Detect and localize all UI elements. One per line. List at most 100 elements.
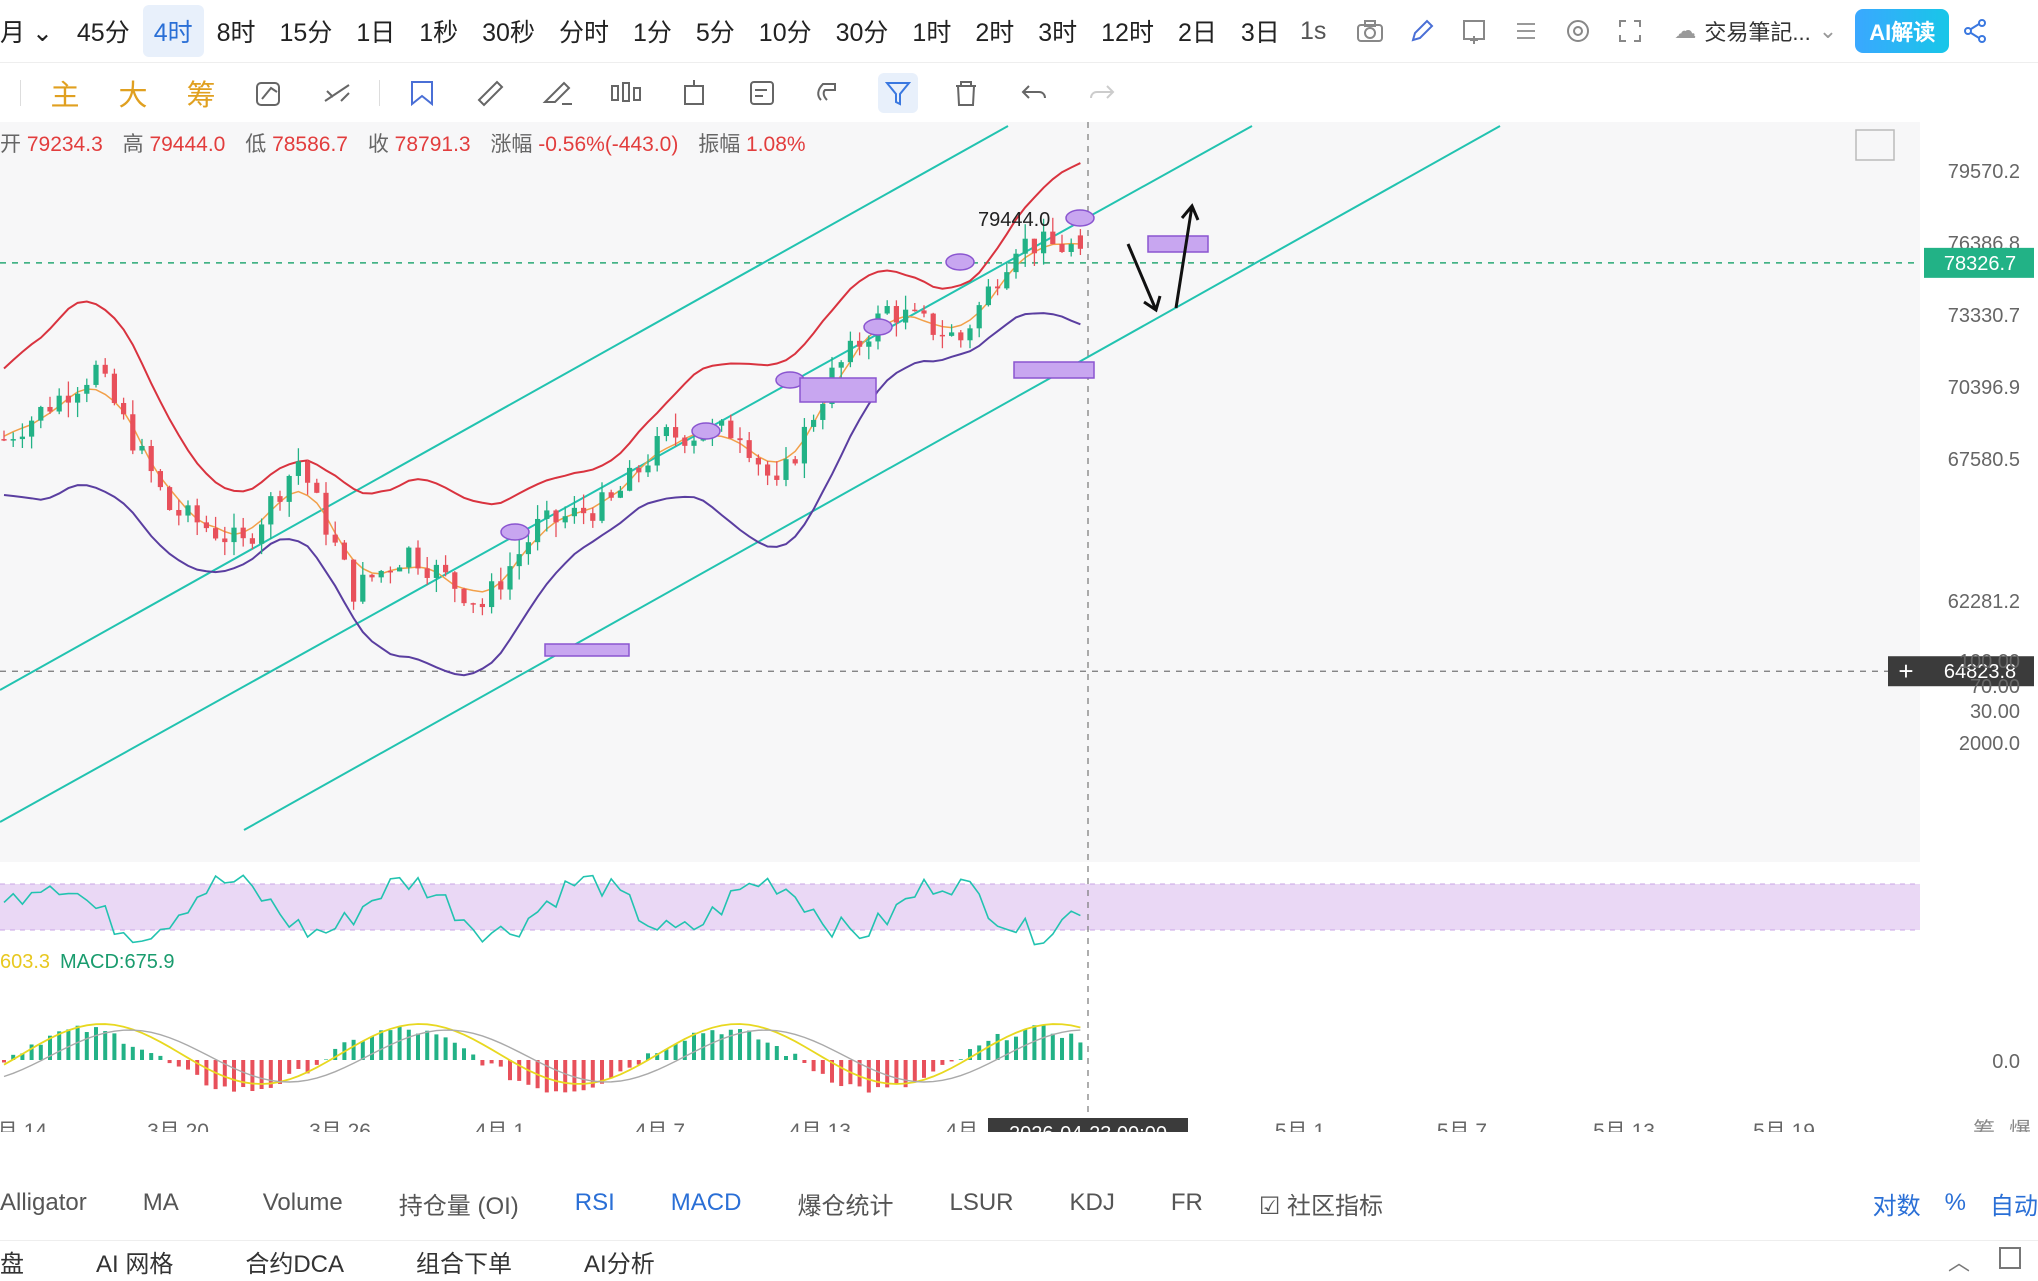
indicator-tab-3[interactable]: 持仓量 (OI) <box>398 1192 519 1220</box>
candle-body <box>360 574 366 602</box>
indicator-tab-9[interactable]: FR <box>1170 1189 1203 1216</box>
timeframe-14[interactable]: 2时 <box>975 19 1015 47</box>
candle-body <box>397 567 403 572</box>
scale-option-2[interactable]: 自动 <box>1990 1192 2038 1220</box>
timeframe-15[interactable]: 3时 <box>1038 19 1078 47</box>
x-axis-label: 4月 <box>946 1120 979 1132</box>
timeframe-4[interactable]: 15分 <box>279 19 333 47</box>
timeframe-8[interactable]: 分时 <box>558 19 609 47</box>
candle-body <box>489 581 495 608</box>
ai-interpret-button[interactable]: AI解读 <box>1855 9 1950 53</box>
note-icon[interactable] <box>742 73 782 113</box>
indicator-tab-4[interactable]: RSI <box>574 1189 615 1216</box>
candle-pattern-icon[interactable] <box>606 73 646 113</box>
position-icon[interactable] <box>674 73 714 113</box>
candle-body <box>38 406 44 421</box>
undo-icon[interactable] <box>1014 73 1054 113</box>
axis-side-icon: 爆 <box>2009 1119 2031 1132</box>
add-window-icon[interactable] <box>1456 13 1492 49</box>
bottom-tab-4[interactable]: AI分析 <box>584 1250 655 1278</box>
bottom-tab-list: 盘 AI 网格 合约DCA 组合下单 AI分析 <box>0 1244 727 1279</box>
macd-histogram-bar <box>2 1060 6 1063</box>
candle-body <box>10 439 16 441</box>
channel-upper <box>0 125 1009 691</box>
indicator-tab-5[interactable]: MACD <box>670 1189 742 1216</box>
share-icon[interactable] <box>1957 13 1993 49</box>
candle-body <box>765 464 771 476</box>
main-chart-toggle[interactable]: 主 <box>50 80 80 112</box>
big-order-toggle[interactable]: 大 <box>118 80 148 112</box>
bottom-tab-2[interactable]: 合约DCA <box>245 1250 345 1278</box>
indicator-tab-0[interactable]: Alligator <box>0 1189 87 1216</box>
fullscreen-icon[interactable] <box>1612 13 1648 49</box>
settings-icon[interactable] <box>1560 13 1596 49</box>
chevron-up-icon[interactable]: ︿ <box>1947 1250 1970 1275</box>
panel-expand-icon <box>1855 129 1895 161</box>
timeframe-17[interactable]: 2日 <box>1177 19 1217 47</box>
timeframe-2[interactable]: 4时 <box>142 5 204 57</box>
candle-body <box>29 420 35 437</box>
timeframe-3[interactable]: 8时 <box>216 19 256 47</box>
macd-histogram-bar <box>498 1060 503 1067</box>
indicator-tab-1[interactable]: MA <box>142 1189 179 1216</box>
magnet-icon[interactable] <box>810 73 850 113</box>
trade-journal-dropdown[interactable]: ☁ 交易筆記... ⌄ <box>1674 15 1837 47</box>
macd-histogram-bar <box>1060 1037 1064 1060</box>
bottom-tab-0[interactable]: 盘 <box>0 1250 24 1278</box>
macd-histogram-bar <box>333 1048 338 1060</box>
candle-body <box>323 492 329 535</box>
timeframe-18[interactable]: 3日 <box>1240 19 1280 47</box>
pen-icon[interactable] <box>1404 13 1440 49</box>
timeframe-1[interactable]: 45分 <box>76 19 130 47</box>
timeframe-10[interactable]: 5分 <box>695 19 735 47</box>
candle-body <box>305 461 311 483</box>
timeframe-16[interactable]: 12时 <box>1101 19 1154 47</box>
camera-icon[interactable] <box>1352 13 1388 49</box>
candle-body <box>608 492 614 498</box>
indicator-tab-8[interactable]: KDJ <box>1069 1189 1115 1216</box>
chip-distribution-toggle[interactable]: 筹 <box>186 80 216 112</box>
bottom-tab-1[interactable]: AI 网格 <box>96 1250 174 1278</box>
timeframe-5[interactable]: 1日 <box>356 19 396 47</box>
timeframe-13[interactable]: 1时 <box>912 19 952 47</box>
auto-draw-icon[interactable] <box>249 73 289 113</box>
interval-label[interactable]: 1s <box>1300 16 1327 45</box>
timeframe-7[interactable]: 30秒 <box>482 19 535 47</box>
timeframe-0[interactable]: 月 ⌄ <box>0 19 53 47</box>
expand-icon[interactable] <box>1998 1246 2022 1277</box>
scale-option-0[interactable]: 对数 <box>1872 1192 1921 1220</box>
timeframe-6[interactable]: 1秒 <box>419 19 459 47</box>
macd-histogram-bar <box>563 1060 568 1093</box>
macd-histogram-bar <box>66 1029 71 1060</box>
timeframe-11[interactable]: 10分 <box>758 19 812 47</box>
macd-histogram-bar <box>29 1044 34 1060</box>
indicator-tab-2[interactable]: Volume <box>262 1189 343 1216</box>
close-value: 78791.3 <box>394 133 471 156</box>
indicator-tab-7[interactable]: LSUR <box>949 1189 1014 1216</box>
candle-body <box>847 340 853 363</box>
macd-histogram-bar <box>673 1043 678 1060</box>
bookmark-icon[interactable] <box>402 73 442 113</box>
macd-histogram-bar <box>462 1048 466 1060</box>
trash-icon[interactable] <box>946 73 986 113</box>
brush-icon[interactable] <box>538 73 578 113</box>
candle-body <box>866 341 872 347</box>
list-icon[interactable] <box>1508 13 1544 49</box>
macd-histogram-bar <box>940 1060 945 1065</box>
indicator-tab-10[interactable]: ☑ 社区指标 <box>1258 1192 1384 1220</box>
redo-icon[interactable] <box>1082 73 1122 113</box>
scale-option-1[interactable]: % <box>1944 1189 1966 1216</box>
candle-body <box>599 492 605 521</box>
filter-icon[interactable] <box>878 73 918 113</box>
bottom-tab-3[interactable]: 组合下单 <box>416 1250 513 1278</box>
trend-tools-icon[interactable] <box>317 73 357 113</box>
timeframe-12[interactable]: 30分 <box>835 19 889 47</box>
ruler-icon[interactable] <box>470 73 510 113</box>
timeframe-9[interactable]: 1分 <box>632 19 672 47</box>
candle-body <box>1050 231 1056 245</box>
indicator-tab-6[interactable]: 爆仓统计 <box>797 1192 894 1220</box>
candle-body <box>617 490 623 498</box>
support-box <box>544 643 630 657</box>
price-axis-label: 70396.9 <box>1948 377 2020 399</box>
